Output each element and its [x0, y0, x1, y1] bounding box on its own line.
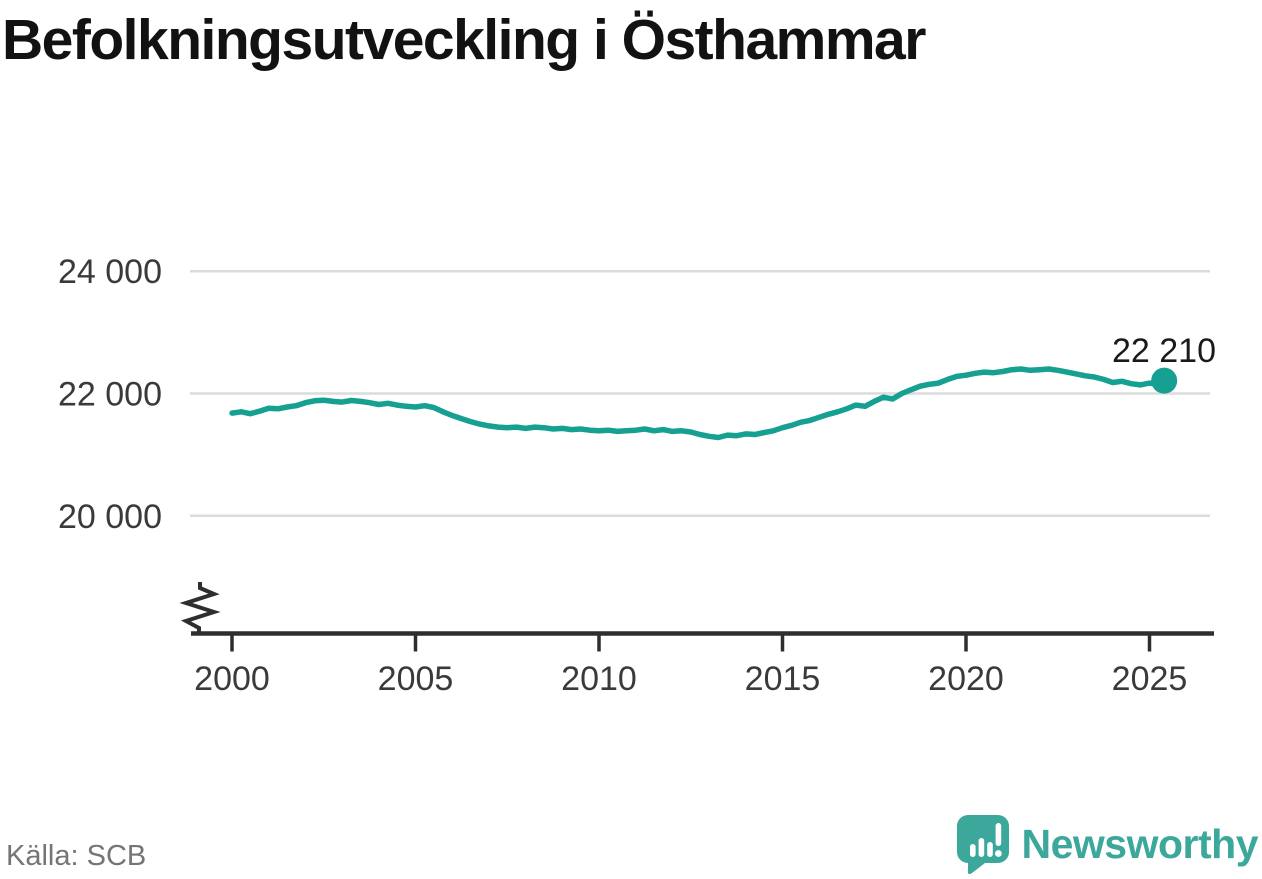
bar-medium: [986, 842, 993, 857]
x-tick-label: 2000: [194, 660, 270, 698]
y-tick-label: 22 000: [58, 376, 162, 414]
exclamation-dot: [994, 850, 1002, 857]
source-label: Källa: SCB: [6, 840, 147, 872]
end-value-label: 22 210: [1112, 332, 1216, 370]
newsworthy-logo-icon: [956, 815, 1009, 875]
axis-break-zigzag: [179, 582, 221, 633]
end-point-marker: [1151, 367, 1178, 394]
y-tick-label: 20 000: [58, 498, 162, 536]
bar-small: [969, 844, 976, 857]
x-tick-label: 2010: [561, 660, 637, 698]
x-tick-label: 2020: [928, 660, 1004, 698]
x-tick-label: 2025: [1112, 660, 1188, 698]
population-line: [229, 366, 1167, 441]
x-tick-label: 2005: [378, 660, 454, 698]
bar-tall: [978, 838, 984, 857]
exclamation-bar: [995, 823, 1001, 846]
brand-name: Newsworthy: [1021, 820, 1259, 867]
x-tick-label: 2015: [745, 660, 821, 698]
brand-logo: Newsworthy: [955, 813, 1259, 875]
page-title: Befolkningsutveckling i Östhammar: [2, 8, 926, 72]
y-tick-label: 24 000: [58, 253, 162, 291]
